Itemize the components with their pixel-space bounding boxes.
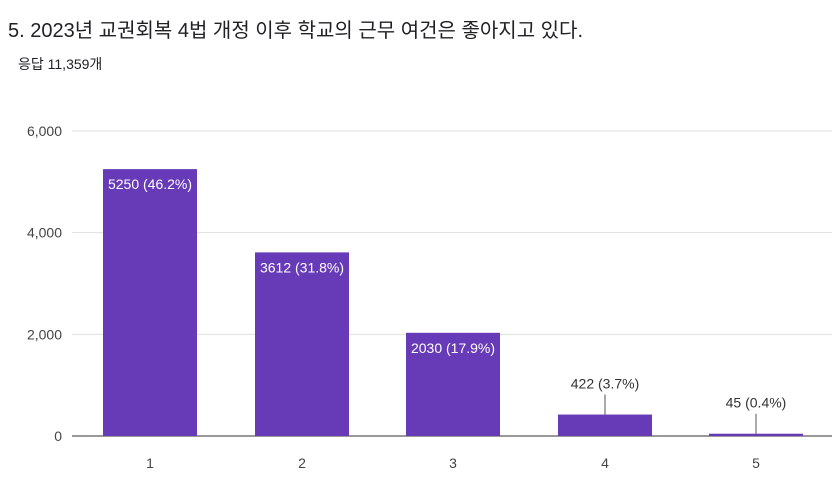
data-label: 422 (3.7%) (571, 376, 639, 392)
data-label: 2030 (17.9%) (411, 340, 495, 356)
bar (406, 332, 500, 436)
y-tick-label: 6,000 (27, 123, 62, 139)
data-label: 45 (0.4%) (726, 395, 787, 411)
bar (709, 433, 803, 436)
bar (255, 252, 349, 436)
x-tick-label: 5 (752, 455, 760, 471)
y-tick-label: 4,000 (27, 225, 62, 241)
x-tick-label: 3 (449, 455, 457, 471)
chart-title: 5. 2023년 교권회복 4법 개정 이후 학교의 근무 여건은 좋아지고 있… (8, 20, 584, 42)
y-tick-label: 2,000 (27, 326, 62, 342)
x-tick-label: 2 (298, 455, 306, 471)
x-tick-label: 4 (601, 455, 609, 471)
y-tick-label: 0 (54, 428, 62, 444)
x-tick-label: 1 (146, 455, 154, 471)
response-count: 응답 11,359개 (18, 56, 103, 72)
bar (103, 169, 197, 436)
data-label: 3612 (31.8%) (260, 259, 344, 275)
bar (558, 414, 652, 436)
data-label: 5250 (46.2%) (108, 176, 192, 192)
